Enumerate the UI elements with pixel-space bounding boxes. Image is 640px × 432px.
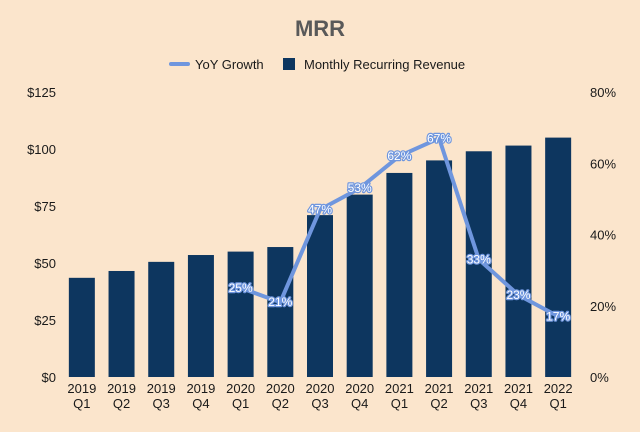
left-axis-tick-label: $100 [27,142,56,157]
yoy-growth-point-label: 62% [387,149,411,163]
yoy-growth-point-label: 47% [308,203,332,217]
legend-mrr-label: Monthly Recurring Revenue [304,57,465,72]
right-axis-tick-label: 0% [590,370,609,385]
mrr-bar [187,255,214,377]
right-axis-tick-label: 40% [590,228,616,243]
x-axis-category-label: 2021 Q4 [504,381,533,411]
left-axis-tick-label: $0 [42,370,56,385]
mrr-bar [346,194,373,377]
legend: YoY Growth Monthly Recurring Revenue [169,57,465,72]
x-axis-category-label: 2019 Q1 [67,381,96,411]
legend-mrr-marker [283,58,295,70]
mrr-bar [307,215,333,377]
mrr-bar [267,247,294,377]
x-axis-labels: 2019 Q1 2019 Q2 2019 Q3 2019 Q4 2020 Q1 2020 Q2 2020… [67,381,572,411]
x-axis-category-label: 2019 Q3 [147,381,176,411]
yoy-growth-point-label: 25% [229,281,253,295]
right-axis-tick-label: 60% [590,156,616,171]
yoy-growth-line-layer [238,136,561,319]
mrr-bar [108,270,135,377]
mrr-bar [227,251,254,377]
x-axis-category-label: 2021 Q3 [464,381,493,411]
yoy-growth-line [238,136,561,319]
chart-title: MRR [295,16,345,41]
right-axis-tick-label: 80% [590,85,616,100]
x-axis-category-label: 2019 Q2 [107,381,136,411]
left-axis-tick-label: $125 [27,85,56,100]
yoy-growth-labels: 25% 21% 47% 53% 62% 67% 33% 23% 17% [227,130,571,325]
yoy-growth-point-label: 21% [268,295,292,309]
yoy-growth-point-label: 33% [467,252,491,266]
mrr-bar [68,277,95,377]
left-axis-tick-label: $75 [34,199,56,214]
yoy-growth-point-label: 17% [546,309,570,323]
x-axis-category-label: 2021 Q1 [385,381,414,411]
x-axis-category-label: 2020 Q1 [226,381,255,411]
x-axis-category-label: 2020 Q3 [306,381,335,411]
left-axis-ticks: $0 $25 $50 $75 $100 $125 [27,85,56,385]
yoy-growth-point-label: 53% [348,181,372,195]
mrr-bar [386,172,413,377]
right-axis-ticks: 0% 20% 40% 60% 80% [590,85,616,385]
legend-yoy-growth-label: YoY Growth [195,57,264,72]
yoy-growth-point-label: 23% [506,288,530,302]
mrr-bars [68,137,572,377]
x-axis-category-label: 2021 Q2 [425,381,454,411]
mrr-bar [148,261,175,377]
mrr-bar [465,151,492,377]
left-axis-tick-label: $50 [34,256,56,271]
x-axis-category-label: 2020 Q4 [345,381,374,411]
left-axis-tick-label: $25 [34,313,56,328]
yoy-growth-point-label: 67% [427,131,451,145]
x-axis-category-label: 2022 Q1 [544,381,573,411]
mrr-bar [505,145,532,377]
mrr-bar [426,160,453,377]
x-axis-category-label: 2019 Q4 [186,381,215,411]
mrr-bar [545,137,572,377]
right-axis-tick-label: 20% [590,299,616,314]
x-axis-category-label: 2020 Q2 [266,381,295,411]
